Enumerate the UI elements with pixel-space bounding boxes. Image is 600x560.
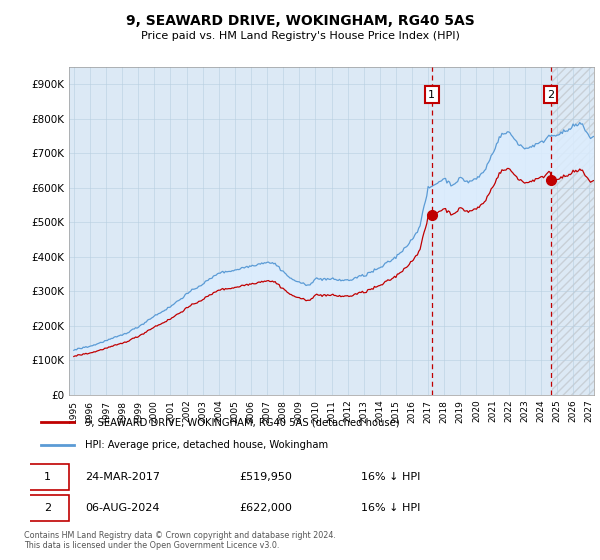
Text: 16% ↓ HPI: 16% ↓ HPI <box>361 503 421 514</box>
Text: 16% ↓ HPI: 16% ↓ HPI <box>361 472 421 482</box>
Text: 9, SEAWARD DRIVE, WOKINGHAM, RG40 5AS: 9, SEAWARD DRIVE, WOKINGHAM, RG40 5AS <box>125 14 475 28</box>
Text: £622,000: £622,000 <box>240 503 293 514</box>
Text: 1: 1 <box>428 90 435 100</box>
Text: 9, SEAWARD DRIVE, WOKINGHAM, RG40 5AS (detached house): 9, SEAWARD DRIVE, WOKINGHAM, RG40 5AS (d… <box>85 417 400 427</box>
FancyBboxPatch shape <box>27 496 68 521</box>
Text: 2: 2 <box>547 90 554 100</box>
FancyBboxPatch shape <box>27 464 68 489</box>
Text: 1: 1 <box>44 472 51 482</box>
Text: Contains HM Land Registry data © Crown copyright and database right 2024.
This d: Contains HM Land Registry data © Crown c… <box>24 531 336 550</box>
Text: 06-AUG-2024: 06-AUG-2024 <box>85 503 160 514</box>
Text: Price paid vs. HM Land Registry's House Price Index (HPI): Price paid vs. HM Land Registry's House … <box>140 31 460 41</box>
Text: £519,950: £519,950 <box>240 472 293 482</box>
Text: 2: 2 <box>44 503 51 514</box>
Text: HPI: Average price, detached house, Wokingham: HPI: Average price, detached house, Woki… <box>85 440 328 450</box>
Text: 24-MAR-2017: 24-MAR-2017 <box>85 472 160 482</box>
